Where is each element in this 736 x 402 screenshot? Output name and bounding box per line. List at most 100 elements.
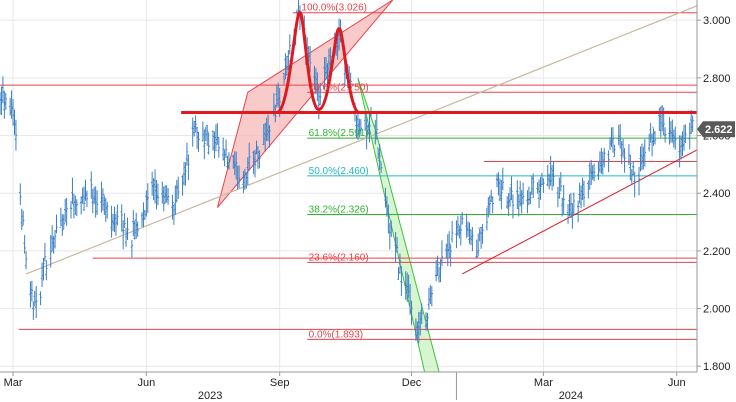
price-bar: [611, 127, 615, 153]
price-bar: [481, 224, 484, 244]
level-labels: 100.0%(3.026) 78.6%(2.750) 61.8%(2.591) 50.…: [301, 3, 368, 341]
price-bar: [508, 187, 512, 207]
price-bar: [448, 231, 451, 259]
price-bar: [146, 183, 150, 213]
price-bar: [684, 124, 687, 144]
price-bar: [532, 173, 535, 199]
price-bar: [363, 111, 367, 131]
price-bar: [156, 183, 160, 206]
price-bar: [246, 157, 249, 185]
double-top-pattern: [275, 11, 361, 114]
price-bar: [455, 220, 458, 249]
price-bar: [187, 154, 190, 181]
price-bar: [608, 137, 612, 151]
price-bar: [95, 190, 99, 215]
x-tick-label: Mar: [4, 377, 23, 389]
price-bar: [449, 243, 452, 267]
price-bar: [368, 111, 371, 143]
price-bar: [562, 184, 565, 215]
grid: [0, 0, 697, 372]
price-bar: [124, 227, 128, 247]
price-bar: [674, 126, 677, 150]
y-tick-label: 2.400: [703, 188, 731, 200]
price-bar: [505, 196, 509, 209]
price-bar: [75, 199, 79, 217]
price-bar: [458, 225, 461, 239]
price-bar: [223, 149, 226, 167]
price-bar: [537, 179, 541, 209]
price-bar: [61, 214, 64, 236]
price-bar: [74, 195, 77, 215]
price-bar: [308, 46, 312, 73]
price-bar: [113, 206, 116, 233]
price-bar: [439, 259, 442, 283]
year-label: 2023: [198, 390, 222, 402]
price-bar: [601, 151, 605, 175]
price-bar: [468, 222, 471, 244]
price-bar: [490, 189, 493, 203]
price-bar: [191, 117, 194, 147]
price-bar: [42, 257, 45, 281]
price-bar: [14, 119, 18, 151]
y-tick-label: 1.800: [703, 361, 731, 373]
price-bar: [507, 193, 510, 217]
price-bar: [0, 86, 3, 115]
price-bar: [90, 171, 93, 199]
price-bar: [45, 260, 48, 281]
price-bar: [192, 121, 196, 137]
price-bar: [288, 34, 292, 55]
price-bar: [32, 301, 35, 320]
price-bar: [91, 188, 94, 214]
price-bar: [174, 185, 177, 216]
price-bar: [33, 290, 36, 307]
price-bar: [282, 72, 286, 85]
price-bar: [559, 172, 562, 192]
price-bar: [552, 161, 555, 187]
price-bar: [50, 225, 54, 252]
price-bar: [440, 240, 444, 266]
price-bar: [375, 113, 378, 140]
price-bar: [429, 285, 432, 305]
price-bar: [123, 213, 126, 232]
price-bar: [126, 217, 129, 241]
price-bar: [79, 196, 83, 215]
price-bar: [469, 229, 473, 246]
price-bar: [130, 240, 134, 258]
price-bar: [19, 183, 22, 205]
y-tick-label: 2.800: [703, 73, 731, 85]
price-bar: [20, 208, 23, 231]
price-bar: [642, 147, 645, 170]
price-bar: [329, 47, 332, 68]
price-bar: [317, 89, 320, 120]
price-bar: [30, 280, 34, 302]
price-bar: [640, 143, 644, 171]
price-bar: [661, 105, 664, 132]
channel-shapes: [216, 0, 440, 373]
price-bar: [1, 76, 5, 104]
price-bar: [587, 180, 590, 199]
price-bar: [121, 220, 125, 250]
price-bar: [359, 119, 363, 135]
price-bar: [529, 191, 532, 205]
price-bar: [3, 90, 6, 119]
price-bar: [450, 220, 454, 243]
price-bar: [607, 150, 610, 173]
price-bar: [316, 72, 319, 101]
price-bar: [227, 152, 231, 170]
price-bar: [400, 266, 403, 297]
x-tick-label: Jun: [668, 377, 686, 389]
price-bar: [163, 185, 167, 204]
price-bar: [629, 154, 632, 181]
price-bar: [517, 194, 520, 217]
price-bar: [194, 115, 197, 133]
price-bar: [224, 139, 228, 159]
price-bar: [203, 129, 206, 160]
price-bar: [72, 194, 76, 219]
price-bar: [476, 233, 480, 258]
fib-level-label: 78.6%(2.750): [309, 82, 369, 93]
price-bar: [153, 169, 157, 204]
price-bar: [652, 126, 655, 146]
price-bar: [461, 212, 464, 225]
price-bar: [24, 251, 28, 270]
